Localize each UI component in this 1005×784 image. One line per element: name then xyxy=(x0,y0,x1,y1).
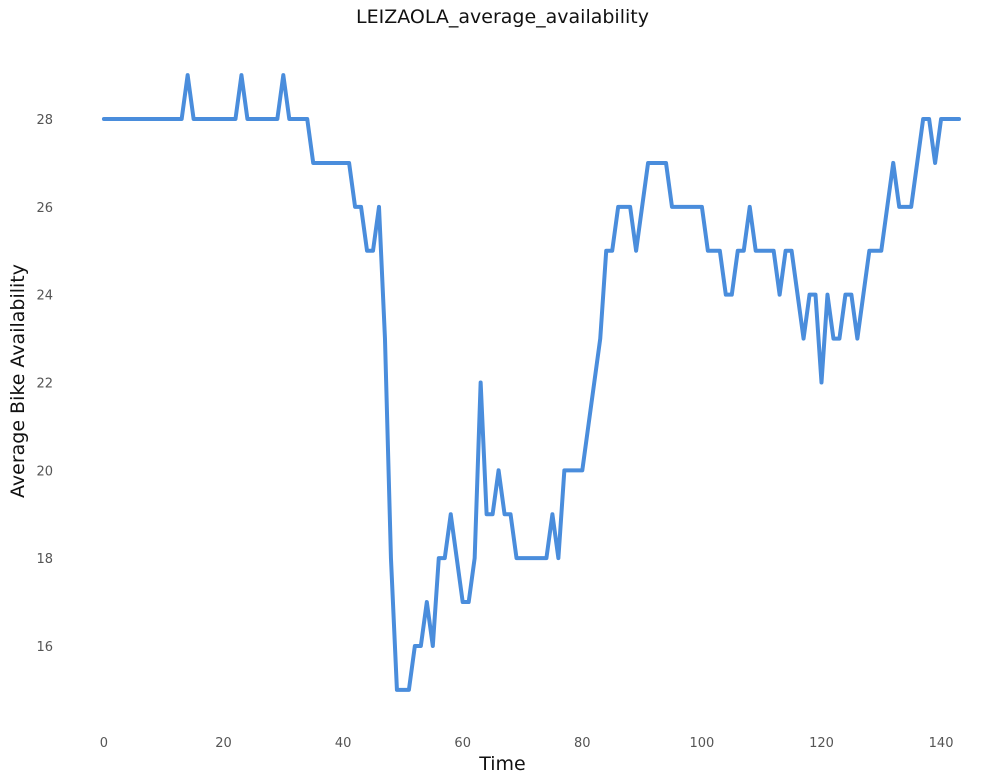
x-tick-label: 140 xyxy=(929,736,954,751)
x-tick-label: 100 xyxy=(689,736,714,751)
x-tick-label: 120 xyxy=(809,736,834,751)
y-tick-label: 16 xyxy=(36,640,53,655)
y-tick-label: 28 xyxy=(36,113,53,128)
y-axis-ticks: 16 18 20 22 24 26 28 xyxy=(36,113,53,655)
series-line xyxy=(101,73,962,692)
x-tick-label: 60 xyxy=(454,736,471,751)
chart-title: LEIZAOLA_average_availability xyxy=(356,6,649,28)
y-tick-label: 22 xyxy=(36,377,53,392)
x-axis-label: Time xyxy=(479,753,526,775)
x-tick-label: 80 xyxy=(574,736,591,751)
y-tick-label: 24 xyxy=(36,289,53,304)
x-axis-ticks: 0 20 40 60 80 100 120 140 xyxy=(100,736,954,751)
x-tick-label: 20 xyxy=(215,736,232,751)
series-group xyxy=(101,73,962,692)
x-tick-label: 0 xyxy=(100,736,108,751)
y-axis-label: Average Bike Availability xyxy=(7,264,29,498)
y-tick-label: 26 xyxy=(36,201,53,216)
y-tick-label: 20 xyxy=(36,464,53,479)
y-tick-label: 18 xyxy=(36,552,53,567)
x-tick-label: 40 xyxy=(335,736,352,751)
